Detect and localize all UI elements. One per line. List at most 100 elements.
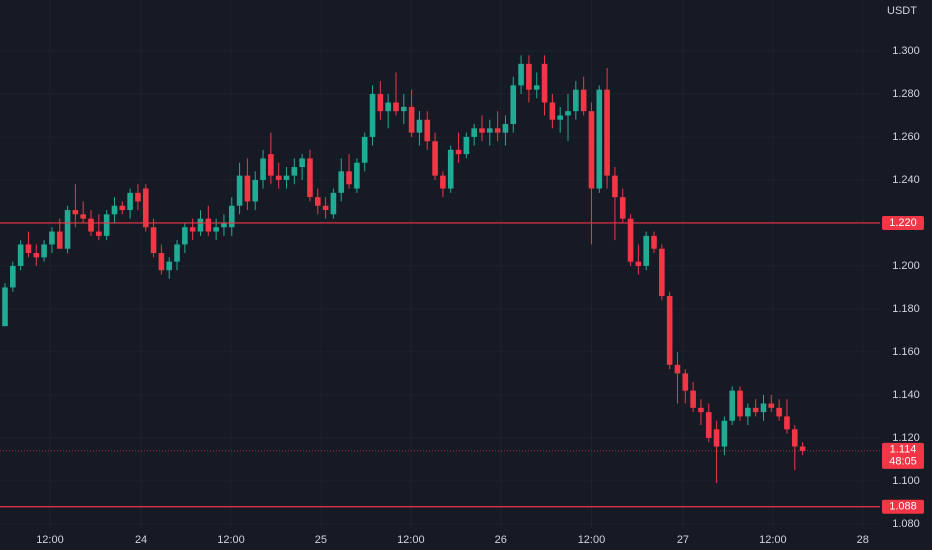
candle-body [25, 244, 32, 254]
y-tick-label: 1.160 [892, 346, 920, 358]
candle-body [111, 205, 118, 215]
y-tick-label: 1.240 [892, 174, 920, 186]
candle-body [221, 222, 227, 228]
candle-body [463, 136, 470, 155]
candle-body [361, 136, 368, 163]
candle-body [10, 265, 16, 288]
candle-body [33, 253, 40, 258]
candle-body [64, 210, 71, 249]
candle-body [745, 407, 751, 417]
candle-body [338, 171, 345, 193]
candle-body [174, 244, 180, 262]
candle-body [776, 407, 782, 417]
candle-body [377, 93, 384, 112]
candle-body [494, 128, 501, 133]
candle-body [244, 175, 251, 202]
candle-body [275, 175, 282, 180]
candle-body [487, 128, 493, 133]
candle-body [635, 261, 642, 266]
candle-body [549, 102, 556, 120]
candle-body [166, 261, 173, 271]
x-tick-label: 24 [135, 534, 147, 546]
candle-body [354, 162, 360, 189]
candle-body [119, 205, 126, 211]
candle-body [604, 89, 610, 176]
candle-body [737, 390, 743, 417]
candle-body [760, 403, 767, 413]
candle-body [228, 205, 235, 228]
price-label: 1.088 [889, 501, 917, 513]
x-tick-label: 12:00 [578, 534, 606, 546]
candle-body [260, 158, 266, 180]
y-tick-label: 1.140 [892, 389, 920, 401]
candle-body [41, 244, 47, 258]
x-tick-label: 12:00 [217, 534, 245, 546]
candle-body [385, 102, 391, 112]
candle-body [346, 171, 352, 185]
candle-body [705, 412, 712, 438]
candle-body [96, 231, 102, 236]
y-tick-label: 1.120 [892, 432, 920, 444]
candle-body [651, 235, 657, 249]
candle-body [619, 197, 626, 219]
candle-body [103, 214, 110, 236]
y-tick-label: 1.200 [892, 260, 920, 272]
candle-body [596, 89, 603, 189]
candle-body [471, 128, 477, 137]
candle-body [713, 429, 720, 447]
candle-body [791, 429, 798, 447]
y-tick-label: 1.180 [892, 303, 920, 315]
x-tick-label: 25 [315, 534, 327, 546]
candle-body [698, 407, 704, 413]
y-tick-label: 1.080 [892, 518, 920, 530]
candle-body [541, 63, 548, 103]
currency-label: USDT [887, 5, 917, 17]
candle-body [682, 373, 689, 391]
price-label: 1.220 [889, 217, 917, 229]
candle-body [690, 390, 696, 408]
candle-body [643, 235, 649, 266]
candle-body [416, 119, 423, 133]
candle-body [784, 416, 790, 430]
price-label-box [882, 215, 924, 230]
candle-body [205, 218, 212, 232]
candle-body [518, 63, 524, 86]
x-tick-label: 12:00 [36, 534, 64, 546]
candle-body [424, 119, 431, 142]
candle-body [283, 175, 290, 180]
candle-body [330, 192, 337, 215]
y-tick-label: 1.280 [892, 88, 920, 100]
candle-body [526, 63, 532, 90]
last-price-box [882, 442, 924, 469]
candle-body [752, 407, 759, 413]
candle-body [314, 197, 321, 206]
candle-body [56, 231, 63, 249]
last-price-label: 1.114 [890, 444, 917, 456]
candle-body [307, 158, 313, 198]
candle-body [565, 111, 571, 116]
candle-body [533, 85, 540, 90]
candle-body [182, 227, 188, 245]
x-tick-label: 12:00 [397, 534, 425, 546]
candle-body [666, 296, 673, 365]
candle-body [479, 128, 485, 133]
candle-body [127, 192, 133, 211]
candle-body [189, 227, 196, 232]
candle-body [49, 231, 55, 245]
candle-body [322, 205, 329, 211]
candle-body [580, 89, 587, 112]
candle-body [674, 364, 681, 374]
candle-body [721, 420, 728, 447]
candle-body [502, 124, 509, 133]
candle-body [72, 210, 79, 215]
candle-body [627, 218, 634, 262]
candle-body [557, 115, 563, 120]
y-tick-label: 1.100 [892, 475, 920, 487]
candle-body [252, 179, 259, 202]
candle-body [768, 403, 775, 408]
x-tick-label: 26 [495, 534, 507, 546]
candle-body [659, 248, 665, 297]
candle-body [369, 93, 376, 137]
candle-body [268, 154, 274, 176]
